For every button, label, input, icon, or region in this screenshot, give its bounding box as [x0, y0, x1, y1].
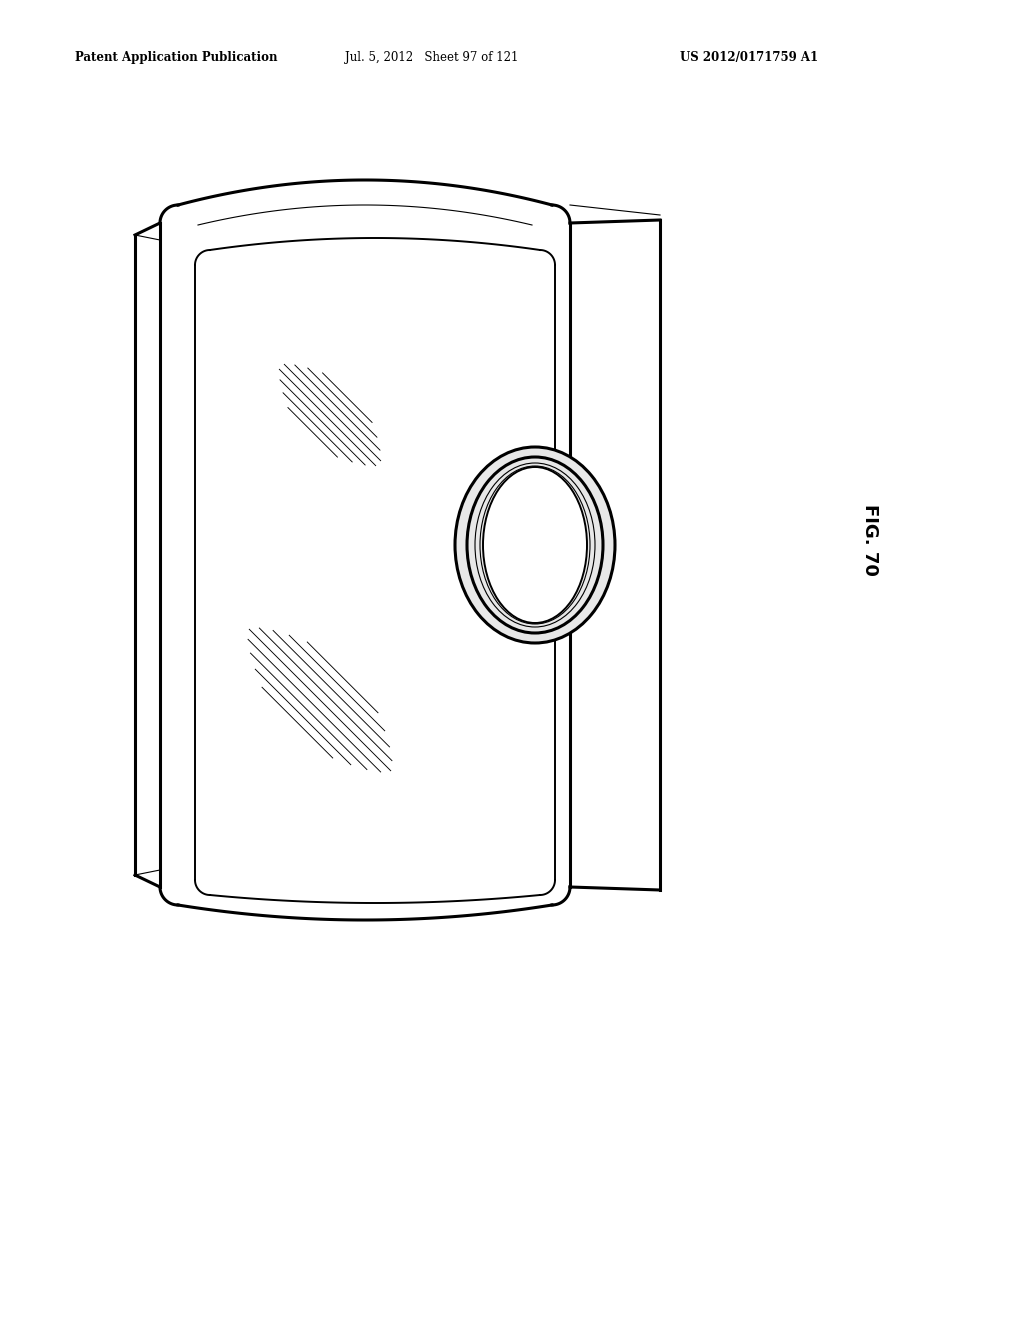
Text: FIG. 70: FIG. 70 [861, 504, 879, 576]
Ellipse shape [455, 447, 615, 643]
Text: Jul. 5, 2012   Sheet 97 of 121: Jul. 5, 2012 Sheet 97 of 121 [345, 51, 518, 65]
Text: Patent Application Publication: Patent Application Publication [75, 51, 278, 65]
Text: US 2012/0171759 A1: US 2012/0171759 A1 [680, 51, 818, 65]
Ellipse shape [483, 467, 587, 623]
